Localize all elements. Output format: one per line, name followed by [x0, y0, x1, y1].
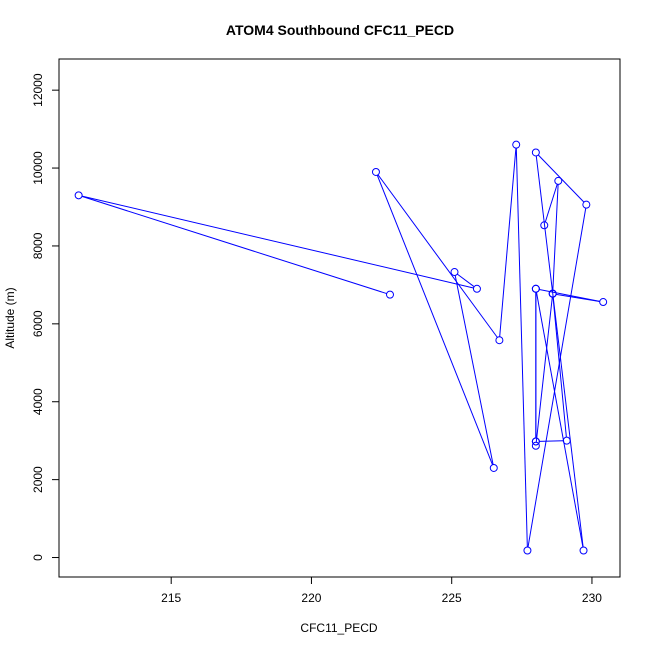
data-point [512, 140, 521, 149]
data-point [582, 200, 591, 209]
data-point [599, 298, 608, 307]
series-line-segment [539, 440, 564, 442]
data-point [371, 167, 380, 176]
y-tick-label: 10000 [31, 151, 45, 185]
y-tick-label: 12000 [31, 73, 45, 107]
y-axis-label: Altitude (m) [3, 287, 17, 348]
series-line-segment [81, 195, 474, 289]
x-axis-label: CFC11_PECD [300, 621, 377, 635]
series-line-segment [376, 175, 493, 465]
y-tick-label: 6000 [31, 310, 45, 337]
series-line-segment [377, 174, 498, 338]
data-point [489, 463, 498, 472]
data-point [531, 284, 540, 293]
data-point [523, 546, 532, 555]
series-line-segment [535, 155, 584, 548]
x-tick-label: 225 [442, 591, 462, 605]
series-lines [81, 148, 600, 548]
data-point [562, 436, 571, 445]
series-line-segment [535, 292, 584, 548]
y-tick-label: 4000 [31, 388, 45, 415]
data-point [531, 441, 540, 450]
x-tick-label: 220 [301, 591, 321, 605]
series-points [74, 140, 608, 555]
data-point [450, 268, 459, 277]
y-axis: 0 2000 4000 6000 8000 10000 12000 [31, 73, 60, 561]
y-tick-label: 2000 [31, 466, 45, 493]
series-line-segment [499, 148, 517, 337]
data-point [531, 148, 540, 157]
data-point [472, 284, 481, 293]
series-line-segment [552, 296, 567, 438]
x-tick-label: 215 [161, 591, 181, 605]
data-point [540, 221, 549, 230]
series-line-segment [552, 184, 559, 290]
data-point [548, 289, 557, 298]
data-point [531, 437, 540, 446]
data-point [385, 290, 394, 299]
series-line-segment [539, 288, 600, 302]
data-point [74, 191, 83, 200]
x-axis: 215 220 225 230 [161, 576, 602, 605]
data-point [554, 176, 563, 185]
series-line-segment [454, 275, 494, 465]
chart-title: ATOM4 Southbound CFC11_PECD [226, 22, 454, 38]
data-point [495, 336, 504, 345]
series-line-segment [515, 148, 528, 548]
series-line-segment [544, 184, 558, 223]
series-line-segment [81, 195, 387, 295]
series-line-segment [457, 273, 475, 288]
series-line-segment [527, 208, 587, 548]
data-point [579, 546, 588, 555]
x-tick-label: 230 [582, 591, 602, 605]
series-line-segment [535, 297, 553, 443]
y-tick-label: 8000 [31, 232, 45, 259]
y-tick-label: 0 [31, 554, 45, 561]
